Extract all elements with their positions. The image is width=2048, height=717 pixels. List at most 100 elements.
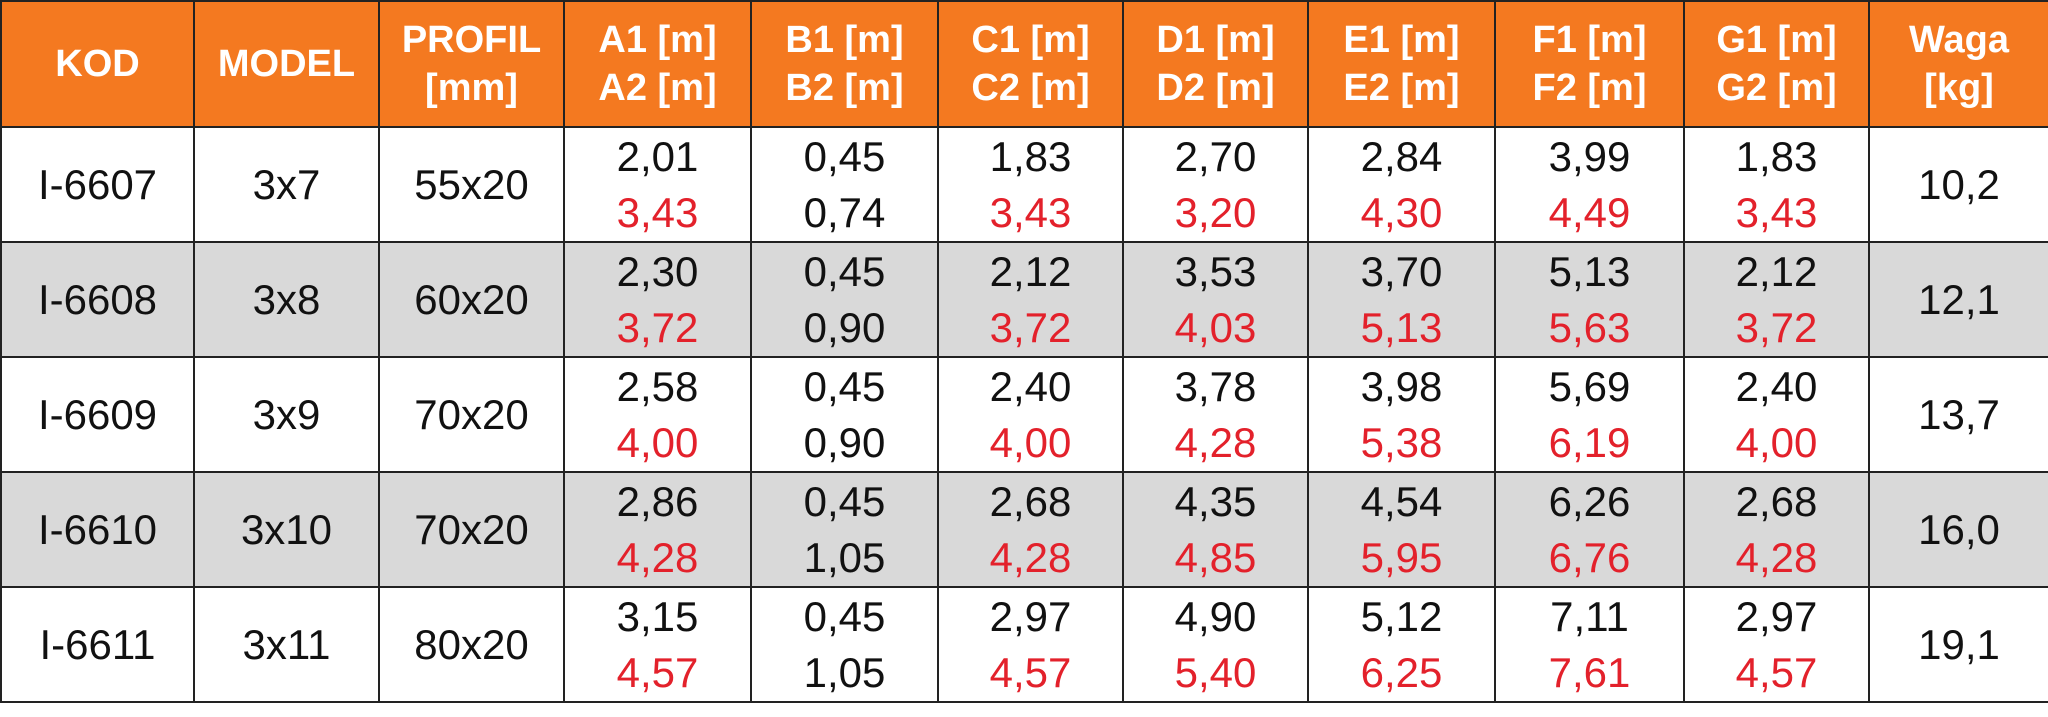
- dim-value-2: 6,76: [1548, 533, 1631, 581]
- dim-cell: 2,01 3,43: [563, 126, 752, 243]
- waga-text: 13,7: [1918, 390, 2000, 438]
- dim-value-1: 2,68: [989, 477, 1072, 525]
- dim-cell: 2,68 4,28: [937, 471, 1124, 588]
- dim-cell: 0,45 1,05: [750, 471, 939, 588]
- header-text: PROFIL: [401, 19, 542, 61]
- dim-value-2: 3,72: [1735, 303, 1818, 351]
- dim-value-2: 6,25: [1360, 648, 1443, 696]
- header-text: B1 [m]: [785, 19, 904, 61]
- dim-value-1: 2,97: [1735, 592, 1818, 640]
- model-text: 3x11: [242, 620, 331, 668]
- dim-value-2: 7,61: [1548, 648, 1631, 696]
- dim-value-1: 0,45: [803, 477, 886, 525]
- header-cell: Waga [kg]: [1868, 0, 2048, 128]
- header-cell: PROFIL [mm]: [378, 0, 565, 128]
- dim-value-1: 4,90: [1174, 592, 1257, 640]
- header-cell: MODEL: [193, 0, 380, 128]
- dim-value-1: 4,35: [1174, 477, 1257, 525]
- dim-value-1: 3,78: [1174, 362, 1257, 410]
- dim-cell: 3,53 4,03: [1122, 241, 1309, 358]
- profil-text: 70x20: [414, 390, 529, 438]
- header-text: KOD: [55, 43, 140, 85]
- header-text: E2 [m]: [1343, 67, 1460, 109]
- dim-cell: 0,45 0,90: [750, 356, 939, 473]
- dim-cell: 3,70 5,13: [1307, 241, 1496, 358]
- dim-cell: 6,26 6,76: [1494, 471, 1685, 588]
- dim-cell: 4,90 5,40: [1122, 586, 1309, 703]
- header-text: E1 [m]: [1343, 19, 1460, 61]
- dim-value-2: 4,00: [616, 418, 699, 466]
- dim-value-2: 4,03: [1174, 303, 1257, 351]
- dim-cell: 2,97 4,57: [1683, 586, 1870, 703]
- dim-value-2: 4,57: [1735, 648, 1818, 696]
- dim-cell: 3,99 4,49: [1494, 126, 1685, 243]
- dim-value-2: 4,28: [989, 533, 1072, 581]
- profil-text: 60x20: [414, 275, 529, 323]
- cell: I-6610: [0, 471, 195, 588]
- dim-value-1: 0,45: [803, 592, 886, 640]
- dim-value-1: 0,45: [803, 247, 886, 295]
- dim-value-1: 2,40: [1735, 362, 1818, 410]
- dim-cell: 2,97 4,57: [937, 586, 1124, 703]
- header-text: MODEL: [217, 43, 356, 85]
- table-row: I-6607 3x7 55x20 2,01 3,43 0,45 0,74 1,83 3,43 2,…: [0, 126, 2048, 243]
- cell: 19,1: [1868, 586, 2048, 703]
- cell: 3x9: [193, 356, 380, 473]
- model-text: 3x9: [252, 390, 321, 438]
- dim-value-2: 5,38: [1360, 418, 1443, 466]
- header-text: [mm]: [425, 67, 518, 109]
- cell: 13,7: [1868, 356, 2048, 473]
- dim-value-1: 7,11: [1550, 592, 1629, 640]
- cell: 3x7: [193, 126, 380, 243]
- cell: 80x20: [378, 586, 565, 703]
- dim-value-1: 5,12: [1360, 592, 1443, 640]
- model-text: 3x10: [240, 505, 333, 553]
- table-row: I-6609 3x9 70x20 2,58 4,00 0,45 0,90 2,40 4,00 3,…: [0, 356, 2048, 473]
- dim-value-2: 4,57: [989, 648, 1072, 696]
- dim-cell: 1,83 3,43: [1683, 126, 1870, 243]
- dim-cell: 2,30 3,72: [563, 241, 752, 358]
- cell: 10,2: [1868, 126, 2048, 243]
- header-text: A2 [m]: [598, 67, 717, 109]
- dim-value-1: 2,12: [989, 247, 1072, 295]
- dim-value-1: 5,13: [1548, 247, 1631, 295]
- dim-cell: 2,40 4,00: [1683, 356, 1870, 473]
- dim-value-1: 2,86: [616, 477, 699, 525]
- header-text: Waga: [1909, 19, 2009, 61]
- dim-value-1: 2,68: [1735, 477, 1818, 525]
- dim-value-2: 0,74: [803, 188, 886, 236]
- header-row: KOD MODEL PROFIL [mm] A1 [m] A2 [m] B1 [m] B2 […: [0, 0, 2048, 128]
- table-row: I-6608 3x8 60x20 2,30 3,72 0,45 0,90 2,12 3,72 3,…: [0, 241, 2048, 358]
- dim-cell: 2,12 3,72: [937, 241, 1124, 358]
- dim-cell: 0,45 1,05: [750, 586, 939, 703]
- dim-value-1: 2,84: [1360, 132, 1443, 180]
- dim-cell: 5,12 6,25: [1307, 586, 1496, 703]
- header-text: [kg]: [1924, 67, 1994, 109]
- header-text: D2 [m]: [1156, 67, 1275, 109]
- dim-cell: 2,68 4,28: [1683, 471, 1870, 588]
- dim-value-2: 4,00: [989, 418, 1072, 466]
- header-cell: C1 [m] C2 [m]: [937, 0, 1124, 128]
- header-text: B2 [m]: [785, 67, 904, 109]
- dim-value-1: 3,99: [1548, 132, 1631, 180]
- dim-cell: 5,13 5,63: [1494, 241, 1685, 358]
- cell: 70x20: [378, 471, 565, 588]
- dim-value-2: 0,90: [803, 418, 886, 466]
- dim-value-2: 4,85: [1174, 533, 1257, 581]
- dim-cell: 2,70 3,20: [1122, 126, 1309, 243]
- dim-value-1: 2,12: [1735, 247, 1818, 295]
- dim-value-1: 0,45: [803, 132, 886, 180]
- dim-value-1: 0,45: [803, 362, 886, 410]
- cell: I-6608: [0, 241, 195, 358]
- profil-text: 55x20: [414, 160, 529, 208]
- dim-value-2: 3,20: [1174, 188, 1257, 236]
- dim-cell: 2,58 4,00: [563, 356, 752, 473]
- dim-value-2: 3,43: [989, 188, 1072, 236]
- dim-value-1: 2,01: [616, 132, 699, 180]
- kod-text: I-6607: [37, 160, 158, 208]
- profil-text: 70x20: [414, 505, 529, 553]
- dim-value-2: 4,49: [1548, 188, 1631, 236]
- dim-value-2: 3,43: [616, 188, 699, 236]
- dim-value-1: 2,58: [616, 362, 699, 410]
- waga-text: 19,1: [1918, 620, 2000, 668]
